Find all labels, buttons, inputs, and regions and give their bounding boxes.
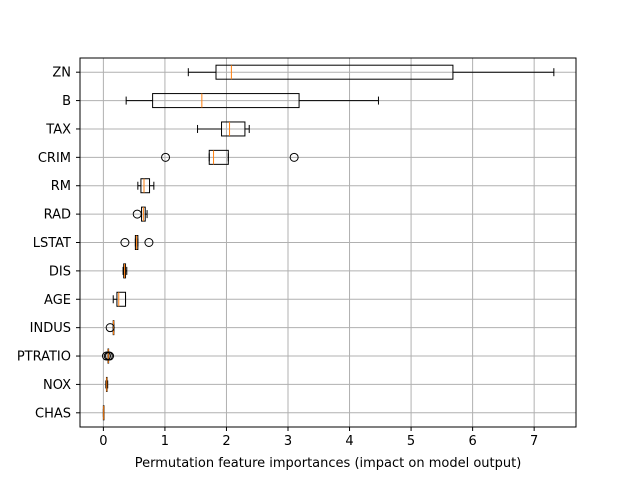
y-tick-label: RM: [51, 179, 71, 194]
y-tick-label: DIS: [49, 264, 71, 279]
x-axis-label: Permutation feature importances (impact …: [135, 456, 522, 471]
box-rad: [132, 206, 148, 222]
x-tick-label: 3: [284, 434, 292, 449]
box-iqr: [152, 93, 300, 109]
box-tax: [197, 121, 250, 137]
box-dis: [122, 263, 128, 279]
y-tick-label: ZN: [52, 66, 71, 81]
box-b: [125, 93, 379, 109]
box-iqr: [215, 64, 454, 80]
outlier-point: [161, 152, 171, 162]
x-axis-ticks: 0 1 2 3 4 5 6 7: [99, 427, 538, 449]
y-tick-label: CRIM: [38, 151, 71, 166]
y-tick-label: INDUS: [30, 321, 71, 336]
x-tick-label: 1: [161, 434, 169, 449]
y-tick-label: TAX: [45, 122, 71, 137]
box-iqr: [116, 291, 127, 307]
outlier-point: [289, 152, 299, 162]
outlier-point: [105, 323, 115, 333]
outlier-point: [120, 238, 130, 247]
y-tick-label: RAD: [44, 208, 71, 223]
x-tick-label: 4: [345, 434, 353, 449]
x-tick-label: 5: [407, 434, 415, 449]
box-crim: [161, 149, 299, 165]
y-tick-label: NOX: [43, 378, 71, 393]
outlier-point: [105, 351, 115, 361]
box-chas: [102, 405, 105, 421]
box-age: [112, 291, 127, 307]
outlier-point: [144, 238, 154, 247]
y-tick-label: AGE: [44, 293, 71, 308]
box-nox: [105, 376, 109, 392]
box-iqr: [208, 149, 229, 165]
x-tick-label: 7: [530, 434, 538, 449]
x-tick-label: 6: [468, 434, 476, 449]
box-iqr: [140, 178, 151, 194]
x-tick-label: 2: [222, 434, 230, 449]
outlier-point: [132, 209, 142, 219]
y-tick-label: B: [62, 94, 71, 109]
y-tick-label: LSTAT: [33, 236, 71, 251]
x-tick-label: 0: [99, 434, 107, 449]
box-zn: [187, 64, 555, 80]
y-axis-ticks: ZN B TAX CRIM RM RAD LSTAT DIS AGE INDUS PTRATIO NO…: [17, 66, 80, 421]
box-lstat: [120, 235, 154, 250]
box-indus: [105, 320, 115, 336]
box-ptratio: [101, 348, 115, 364]
y-tick-label: CHAS: [35, 406, 71, 421]
y-tick-label: PTRATIO: [17, 350, 71, 365]
box-rm: [137, 178, 155, 194]
box-iqr: [221, 121, 246, 137]
box-series: [101, 64, 555, 421]
